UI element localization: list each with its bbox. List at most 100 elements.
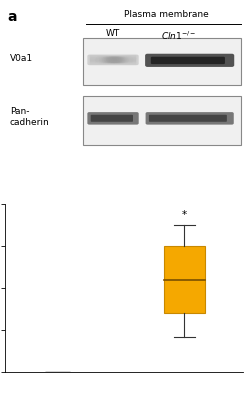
Ellipse shape	[110, 56, 112, 64]
Ellipse shape	[123, 56, 125, 64]
Ellipse shape	[118, 56, 120, 64]
Ellipse shape	[117, 56, 119, 64]
Ellipse shape	[108, 56, 110, 64]
Ellipse shape	[105, 56, 107, 64]
Ellipse shape	[106, 56, 107, 64]
Ellipse shape	[124, 56, 126, 64]
Ellipse shape	[125, 56, 126, 64]
Ellipse shape	[122, 56, 123, 64]
FancyBboxPatch shape	[90, 61, 136, 64]
FancyBboxPatch shape	[87, 55, 139, 65]
Ellipse shape	[109, 56, 111, 64]
Ellipse shape	[123, 56, 125, 64]
Ellipse shape	[111, 56, 113, 64]
Ellipse shape	[119, 56, 121, 64]
Ellipse shape	[119, 56, 121, 64]
Ellipse shape	[112, 56, 114, 64]
Ellipse shape	[108, 56, 110, 64]
Ellipse shape	[116, 56, 118, 64]
Ellipse shape	[122, 56, 124, 64]
FancyBboxPatch shape	[90, 59, 136, 62]
Ellipse shape	[114, 56, 116, 64]
Ellipse shape	[120, 56, 122, 64]
Ellipse shape	[107, 56, 108, 64]
Ellipse shape	[120, 56, 122, 64]
Ellipse shape	[116, 56, 118, 64]
Ellipse shape	[118, 56, 120, 64]
Ellipse shape	[112, 56, 114, 64]
Ellipse shape	[116, 56, 117, 64]
FancyBboxPatch shape	[149, 115, 227, 122]
Ellipse shape	[115, 56, 116, 64]
Ellipse shape	[109, 56, 111, 64]
Ellipse shape	[102, 56, 104, 64]
FancyBboxPatch shape	[90, 60, 136, 63]
Ellipse shape	[115, 56, 117, 64]
FancyBboxPatch shape	[90, 58, 136, 61]
Text: WT: WT	[106, 29, 120, 38]
Ellipse shape	[108, 56, 110, 64]
Ellipse shape	[111, 56, 113, 64]
Ellipse shape	[118, 56, 120, 64]
Bar	[83, 38, 241, 85]
Ellipse shape	[109, 56, 111, 64]
Text: Plasma membrane: Plasma membrane	[124, 10, 209, 19]
Ellipse shape	[120, 56, 122, 64]
Ellipse shape	[105, 56, 107, 64]
Ellipse shape	[103, 56, 105, 64]
Ellipse shape	[107, 56, 109, 64]
Ellipse shape	[121, 56, 123, 64]
Ellipse shape	[110, 56, 111, 64]
FancyBboxPatch shape	[90, 55, 136, 58]
Ellipse shape	[113, 56, 115, 64]
Ellipse shape	[104, 56, 106, 64]
Ellipse shape	[107, 56, 109, 64]
Ellipse shape	[113, 56, 115, 64]
Ellipse shape	[117, 56, 119, 64]
Text: *: *	[182, 210, 187, 220]
Ellipse shape	[102, 56, 104, 64]
Ellipse shape	[112, 56, 114, 64]
Ellipse shape	[113, 56, 115, 64]
Text: Pan-
cadherin: Pan- cadherin	[10, 107, 49, 127]
Ellipse shape	[111, 56, 113, 64]
Ellipse shape	[116, 56, 118, 64]
Bar	[83, 96, 241, 145]
Ellipse shape	[114, 56, 116, 64]
FancyBboxPatch shape	[151, 57, 225, 64]
Ellipse shape	[124, 56, 125, 64]
Ellipse shape	[115, 56, 117, 64]
Ellipse shape	[124, 56, 126, 64]
Ellipse shape	[102, 56, 104, 64]
Ellipse shape	[104, 56, 106, 64]
Ellipse shape	[121, 56, 122, 64]
Ellipse shape	[112, 56, 114, 64]
Ellipse shape	[107, 56, 109, 64]
Bar	[164, 246, 205, 313]
Ellipse shape	[106, 56, 108, 64]
Ellipse shape	[110, 56, 112, 64]
Ellipse shape	[108, 56, 110, 64]
Ellipse shape	[122, 56, 124, 64]
Ellipse shape	[107, 56, 109, 64]
Ellipse shape	[116, 56, 118, 64]
Ellipse shape	[117, 56, 119, 64]
Ellipse shape	[124, 56, 126, 64]
Ellipse shape	[105, 56, 106, 64]
FancyBboxPatch shape	[87, 112, 139, 125]
Ellipse shape	[122, 56, 124, 64]
Ellipse shape	[104, 56, 106, 64]
Ellipse shape	[125, 56, 127, 64]
Ellipse shape	[118, 56, 120, 64]
Ellipse shape	[103, 56, 105, 64]
Ellipse shape	[123, 56, 125, 64]
Ellipse shape	[105, 56, 107, 64]
FancyBboxPatch shape	[90, 56, 136, 60]
Ellipse shape	[123, 56, 125, 64]
Text: $Cln1^{-/-}$: $Cln1^{-/-}$	[161, 29, 196, 42]
Ellipse shape	[106, 56, 108, 64]
FancyBboxPatch shape	[145, 54, 234, 67]
Ellipse shape	[121, 56, 123, 64]
Ellipse shape	[119, 56, 121, 64]
FancyBboxPatch shape	[146, 112, 234, 125]
